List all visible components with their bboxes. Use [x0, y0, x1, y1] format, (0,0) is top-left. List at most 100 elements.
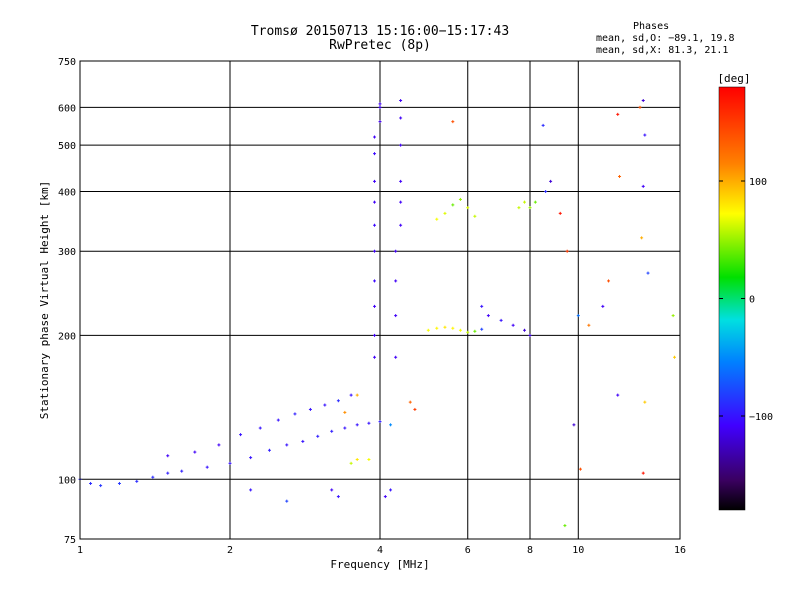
data-point — [336, 495, 340, 499]
data-point — [641, 99, 645, 103]
data-point — [511, 323, 515, 327]
data-point — [180, 469, 184, 473]
data-point — [249, 456, 253, 460]
data-point — [349, 393, 353, 397]
data-point — [355, 457, 359, 461]
data-point — [558, 211, 562, 215]
data-point — [399, 99, 403, 103]
data-point — [408, 400, 412, 404]
data-point — [267, 448, 271, 452]
chart-subtitle: RwPretec (8p) — [329, 38, 431, 53]
data-point — [373, 223, 377, 227]
data-point — [565, 249, 569, 253]
y-tick-label: 100 — [58, 475, 76, 486]
data-point — [205, 465, 209, 469]
data-points — [78, 99, 677, 528]
data-point — [473, 214, 477, 218]
data-point — [89, 481, 93, 485]
data-point — [413, 407, 417, 411]
data-point — [451, 120, 455, 124]
data-point — [528, 206, 532, 210]
data-point — [343, 426, 347, 430]
data-point — [517, 206, 521, 210]
data-point — [166, 454, 170, 458]
data-point — [646, 271, 650, 275]
data-point — [399, 179, 403, 183]
data-point — [349, 461, 353, 465]
data-point — [373, 200, 377, 204]
data-point — [373, 179, 377, 183]
data-point — [239, 433, 243, 437]
data-point — [616, 112, 620, 116]
x-tick-label: 6 — [465, 545, 471, 556]
data-point — [549, 179, 553, 183]
plot-frame — [79, 60, 681, 540]
data-point — [473, 329, 477, 333]
data-point — [671, 314, 675, 318]
data-point — [394, 355, 398, 359]
data-point — [541, 123, 545, 127]
data-point — [578, 467, 582, 471]
data-point — [572, 423, 576, 427]
data-point — [151, 475, 155, 479]
data-point — [643, 400, 647, 404]
data-point — [528, 333, 532, 337]
y-tick-label: 300 — [58, 247, 76, 258]
data-point — [373, 279, 377, 283]
data-point — [607, 279, 611, 283]
data-point — [466, 330, 470, 334]
data-point — [383, 495, 387, 499]
x-tick-label: 10 — [572, 545, 584, 556]
data-point — [673, 355, 677, 359]
chart-title: Tromsø 20150713 15:16:00−15:17:43 — [250, 24, 510, 39]
y-tick-label: 400 — [58, 187, 76, 198]
data-point — [308, 407, 312, 411]
data-point — [563, 524, 567, 528]
data-point — [389, 488, 393, 492]
phases-x-stats: mean, sd,X: 81.3, 21.1 — [596, 45, 729, 56]
data-point — [343, 410, 347, 414]
data-point — [378, 120, 382, 124]
colorbar-ticks: 100 0 −100 — [719, 177, 773, 423]
data-point — [301, 439, 305, 443]
data-point — [293, 412, 297, 416]
data-point — [373, 333, 377, 337]
data-point — [587, 323, 591, 327]
data-point — [443, 211, 447, 215]
data-point — [378, 105, 382, 109]
data-point — [523, 328, 527, 332]
data-point — [249, 488, 253, 492]
data-point — [499, 318, 503, 322]
data-point — [373, 355, 377, 359]
data-point — [389, 423, 393, 427]
colorbar — [719, 87, 745, 510]
data-point — [217, 443, 221, 447]
data-point — [367, 421, 371, 425]
data-point — [399, 143, 403, 147]
x-tick-label: 4 — [377, 545, 383, 556]
y-tick-label: 75 — [64, 535, 76, 546]
data-point — [576, 314, 580, 318]
data-point — [193, 450, 197, 454]
data-point — [638, 105, 642, 109]
data-point — [435, 217, 439, 221]
data-point — [323, 403, 327, 407]
data-point — [285, 443, 289, 447]
data-point — [643, 133, 647, 137]
data-point — [373, 152, 377, 156]
x-tick-label: 16 — [674, 545, 686, 556]
y-tick-label: 500 — [58, 141, 76, 152]
data-point — [378, 102, 382, 106]
phases-o-stats: mean, sd,O: −89.1, 19.8 — [596, 33, 735, 44]
data-point — [640, 236, 644, 240]
y-tick-label: 600 — [58, 103, 76, 114]
y-tick-label: 750 — [58, 57, 76, 68]
data-point — [276, 418, 280, 422]
data-point — [601, 304, 605, 308]
x-tick-label: 8 — [527, 545, 533, 556]
colorbar-label: [deg] — [717, 72, 750, 85]
y-tick-label: 200 — [58, 331, 76, 342]
data-point — [355, 393, 359, 397]
data-point — [451, 326, 455, 330]
data-point — [451, 203, 455, 207]
